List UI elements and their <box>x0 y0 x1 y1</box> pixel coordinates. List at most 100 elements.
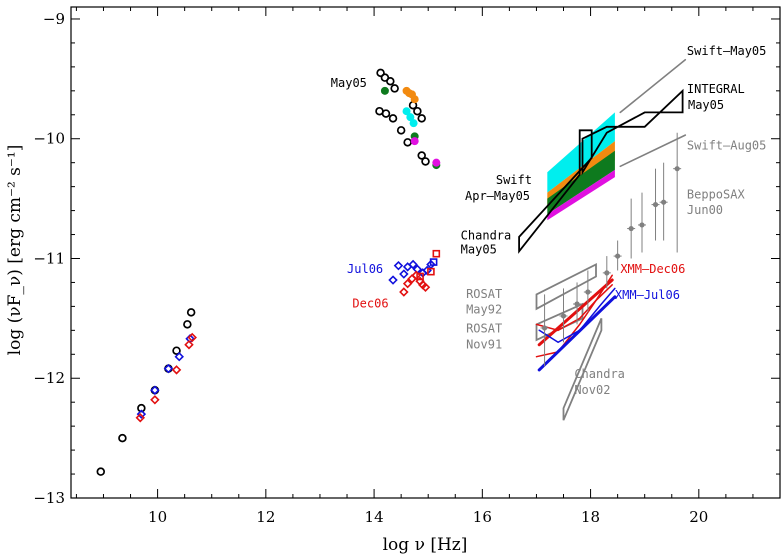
data-point <box>432 158 441 167</box>
data-point <box>172 346 181 355</box>
annotation-label: Nov91 <box>466 337 502 351</box>
data-point <box>402 278 413 289</box>
annotation-label: May05 <box>688 98 724 112</box>
y-tick-label: −10 <box>33 130 65 148</box>
y-axis-title: log (νF_ν) [erg cm⁻² s⁻¹] <box>5 145 25 356</box>
data-point <box>604 270 610 276</box>
annotation-label: ROSAT <box>466 287 502 301</box>
butterfly-outlines <box>518 88 684 421</box>
y-tick-label: −12 <box>33 369 65 387</box>
spectral-band <box>547 112 615 193</box>
butterfly-outline <box>535 263 597 311</box>
data-point <box>417 114 426 123</box>
data-point <box>409 119 418 128</box>
spectral-line <box>537 295 617 372</box>
data-point <box>150 385 160 395</box>
data-point <box>420 282 431 292</box>
spectral-line <box>537 278 614 347</box>
data-point <box>408 259 418 270</box>
annotation-label: Chandra <box>574 367 625 381</box>
data-point <box>388 275 398 285</box>
spectral-line <box>538 287 616 344</box>
data-point <box>661 199 667 205</box>
x-tick-label: 14 <box>365 508 384 526</box>
annotation-label: XMM–Dec06 <box>620 262 685 276</box>
annotation-label: Swift–Aug05 <box>687 139 766 153</box>
spectral-band <box>547 169 615 221</box>
annotation-label: INTEGRAL <box>687 82 745 96</box>
data-point <box>390 84 399 93</box>
data-point <box>652 201 659 208</box>
annotation-label: ROSAT <box>466 322 502 336</box>
annotation-label: Chandra <box>461 228 512 242</box>
data-point <box>376 68 385 78</box>
x-axis-title: log ν [Hz] <box>383 535 468 555</box>
data-point <box>432 249 441 258</box>
plot-frame <box>70 6 781 499</box>
y-tick-label: −9 <box>43 10 65 28</box>
data-point <box>183 320 192 329</box>
data-point <box>393 260 404 271</box>
butterfly-outline <box>518 129 593 254</box>
data-point <box>396 126 406 135</box>
annotation-label: XMM–Jul06 <box>615 288 680 302</box>
data-point <box>174 351 184 362</box>
annotation-label: May05 <box>461 243 497 257</box>
spectral-bands <box>547 112 615 221</box>
spectral-lines <box>535 58 687 372</box>
spectral-line <box>619 58 687 114</box>
data-points <box>96 68 682 476</box>
annotation-label: Nov02 <box>574 383 610 397</box>
data-point <box>406 113 415 122</box>
butterfly-outline <box>581 88 684 176</box>
annotation-label: BeppoSAX <box>687 188 746 202</box>
y-tick-label: −13 <box>33 489 65 507</box>
x-tick-label: 10 <box>148 508 167 526</box>
data-point <box>135 413 146 423</box>
data-point <box>615 253 621 259</box>
data-point <box>585 289 591 295</box>
annotation-label: Apr–May05 <box>465 189 530 203</box>
data-point <box>427 267 435 276</box>
annotation-label: May92 <box>466 303 502 317</box>
data-point <box>184 339 194 350</box>
data-point <box>136 409 147 419</box>
spectral-line <box>535 284 613 358</box>
x-tick-label: 18 <box>581 508 600 526</box>
data-point <box>402 107 411 116</box>
data-point <box>410 95 419 104</box>
axes: 10 12 14 16 18 20 −13 −12 −11 −10 −9 <box>33 7 781 526</box>
data-point <box>399 269 409 279</box>
annotation-label: Jun00 <box>687 203 723 217</box>
data-point <box>399 287 409 297</box>
x-tick-label: 20 <box>689 508 708 526</box>
x-tick-label: 16 <box>473 508 492 526</box>
butterfly-outline <box>535 302 584 342</box>
annotations: May05 Jul06 Dec06 Swift–May05 INTEGRAL May05 S… <box>331 44 767 397</box>
data-point <box>386 76 395 86</box>
data-point <box>410 137 419 146</box>
data-point <box>560 313 567 319</box>
data-point <box>421 157 430 166</box>
y-tick-label: −11 <box>33 249 65 267</box>
butterfly-outline <box>562 318 603 421</box>
data-point <box>380 86 389 95</box>
data-point <box>628 225 634 232</box>
annotation-label: May05 <box>331 76 367 90</box>
data-point <box>674 166 680 172</box>
data-point <box>163 363 174 374</box>
data-point <box>429 258 438 266</box>
data-point <box>413 106 422 116</box>
spectral-line <box>619 134 687 168</box>
data-point <box>416 272 424 281</box>
data-point <box>186 308 196 317</box>
data-point <box>541 325 548 331</box>
annotation-label: Swift–May05 <box>687 44 766 58</box>
data-point <box>96 467 106 476</box>
data-point <box>118 433 127 443</box>
x-tick-label: 12 <box>256 508 275 526</box>
data-point <box>574 301 580 307</box>
data-point <box>639 222 645 228</box>
annotation-label: Dec06 <box>352 297 388 311</box>
